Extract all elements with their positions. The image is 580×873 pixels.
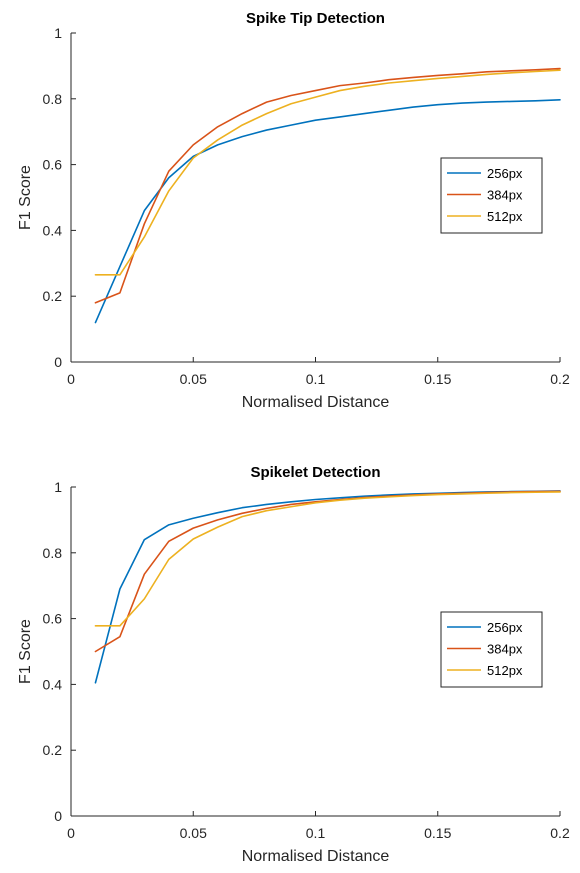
- y-axis-label: F1 Score: [17, 165, 34, 230]
- y-tick-label: 0.8: [43, 91, 63, 107]
- y-tick-label: 1: [54, 479, 62, 495]
- y-tick-label: 0.6: [43, 611, 63, 627]
- chart-title: Spikelet Detection: [250, 464, 380, 481]
- y-tick-label: 0.2: [43, 288, 63, 304]
- y-tick-label: 0.2: [43, 742, 63, 758]
- series-line-384px: [94, 67, 561, 304]
- series-line-512px: [94, 69, 561, 276]
- legend-label: 384px: [487, 642, 523, 657]
- legend-label: 512px: [487, 209, 523, 224]
- series-line-256px: [94, 98, 561, 324]
- legend-box: [440, 157, 543, 234]
- x-axis-label: Normalised Distance: [242, 394, 390, 411]
- series-line-512px: [94, 491, 561, 627]
- x-tick-label: 0.15: [424, 825, 451, 841]
- y-tick-label: 0: [54, 808, 62, 824]
- legend-box: [440, 611, 543, 688]
- x-tick-label: 0: [67, 371, 75, 387]
- chart-title: Spike Tip Detection: [246, 10, 385, 27]
- legend-label: 256px: [487, 166, 523, 181]
- legend-label: 256px: [487, 620, 523, 635]
- x-tick-label: 0.1: [306, 371, 326, 387]
- y-tick-label: 0: [54, 354, 62, 370]
- x-tick-label: 0.05: [180, 825, 207, 841]
- x-tick-label: 0: [67, 825, 75, 841]
- y-tick-label: 1: [54, 25, 62, 41]
- x-tick-label: 0.15: [424, 371, 451, 387]
- legend-label: 384px: [487, 188, 523, 203]
- x-tick-label: 0.2: [550, 825, 570, 841]
- legend-label: 512px: [487, 663, 523, 678]
- y-tick-label: 0.8: [43, 545, 63, 561]
- y-tick-label: 0.4: [43, 222, 63, 238]
- x-tick-label: 0.1: [306, 825, 326, 841]
- x-axis-label: Normalised Distance: [242, 848, 390, 865]
- x-tick-label: 0.2: [550, 371, 570, 387]
- x-tick-label: 0.05: [180, 371, 207, 387]
- y-axis-label: F1 Score: [17, 619, 34, 684]
- y-tick-label: 0.6: [43, 157, 63, 173]
- y-tick-label: 0.4: [43, 676, 63, 692]
